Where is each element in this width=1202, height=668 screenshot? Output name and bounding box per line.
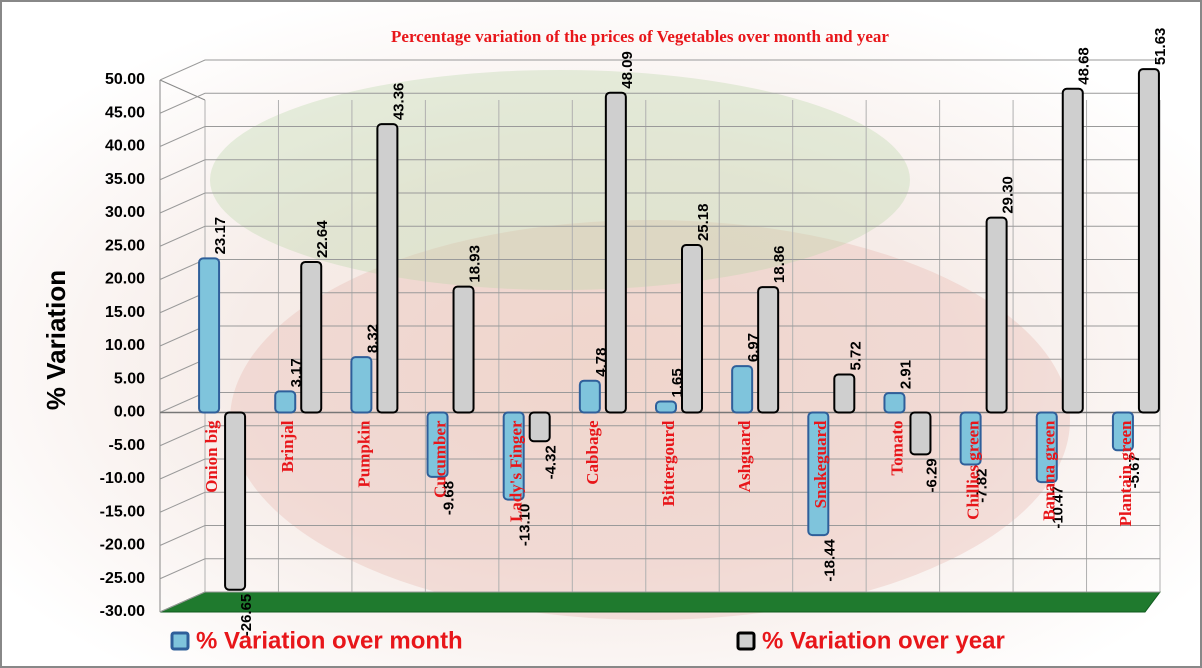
x-tick-label: Pumpkin (354, 420, 373, 488)
grid-line (159, 425, 1160, 447)
x-tick-label: Lady's Finger (507, 420, 526, 522)
bar (883, 392, 906, 414)
y-tick-label: 50.00 (105, 71, 145, 88)
bar (578, 379, 601, 414)
bar (604, 91, 627, 414)
grid-line (159, 225, 1160, 247)
y-tick-label: 30.00 (105, 204, 145, 221)
grid-line (159, 159, 1160, 181)
bar (528, 411, 551, 443)
bar (655, 400, 677, 414)
x-tick-label: Tomato (887, 421, 906, 476)
x-tick-label: Snakeguard (811, 420, 830, 508)
bar (376, 123, 399, 414)
x-tick-label: Brinjal (278, 420, 297, 472)
y-tick-label: 10.00 (105, 337, 145, 354)
grid-line (159, 491, 1160, 513)
value-label: 25.18 (695, 204, 712, 242)
y-tick-label: -10.00 (100, 470, 145, 487)
legend-label: % Variation over month (196, 627, 463, 654)
bar (274, 390, 297, 414)
floor (159, 591, 1161, 613)
value-label: 2.91 (897, 360, 914, 389)
grid-line (159, 192, 1160, 214)
value-label: 18.86 (771, 246, 788, 284)
bar (1061, 87, 1084, 414)
value-label: 48.09 (619, 51, 636, 89)
value-label: -18.44 (821, 538, 838, 581)
bar (681, 244, 703, 414)
value-label: 43.36 (390, 83, 407, 121)
x-tick-label: Cucumber (430, 420, 449, 498)
x-tick-label: Chillies green (964, 420, 983, 520)
y-tick-label: -30.00 (100, 603, 145, 620)
bar (985, 216, 1008, 414)
legend-label: % Variation over year (762, 627, 1005, 654)
bar (959, 411, 982, 466)
x-tick-label: Ashguard (735, 420, 754, 492)
y-tick-label: 5.00 (114, 370, 145, 387)
grid-line (159, 59, 1160, 81)
value-label: -9.68 (441, 481, 458, 515)
bar (426, 411, 449, 478)
value-label: 18.93 (467, 245, 484, 283)
value-label: 23.17 (212, 217, 229, 255)
y-tick-label: 20.00 (105, 271, 145, 288)
grid-line (159, 458, 1160, 480)
y-tick-label: -15.00 (100, 503, 145, 520)
y-tick-label: 45.00 (105, 104, 145, 121)
bar (452, 285, 475, 414)
y-tick-label: -25.00 (100, 570, 145, 587)
grid-line (159, 525, 1160, 546)
y-tick-label: 15.00 (105, 304, 145, 321)
grid-line (159, 591, 1160, 613)
value-label: 51.63 (1152, 28, 1169, 66)
y-tick-label: 35.00 (105, 171, 145, 188)
x-tick-label: Plantain green (1116, 420, 1135, 526)
bar (198, 257, 221, 414)
bar (757, 286, 780, 414)
grid-line (159, 558, 1160, 580)
value-label: 29.30 (1000, 176, 1017, 214)
bar (1137, 68, 1160, 414)
x-tick-label: Cabbage (583, 420, 602, 485)
value-label: -4.32 (543, 445, 560, 479)
value-label: 5.72 (847, 341, 864, 370)
value-label: 22.64 (314, 220, 331, 258)
bar (350, 356, 373, 414)
y-tick-label: -20.00 (100, 537, 145, 554)
value-label: -5.67 (1126, 454, 1143, 488)
grid-line (159, 126, 1160, 147)
bar (909, 411, 932, 456)
bar (1111, 411, 1134, 452)
y-tick-label: 25.00 (105, 237, 145, 254)
x-tick-label: Banana green (1040, 420, 1059, 521)
x-tick-label: Onion big (202, 420, 221, 493)
value-label: -7.82 (974, 469, 991, 503)
x-tick-label: Bittergourd (659, 420, 678, 506)
y-tick-label: -5.00 (109, 437, 146, 454)
legend-swatch (170, 631, 190, 651)
y-tick-label: 40.00 (105, 138, 145, 155)
bar (224, 411, 247, 591)
value-label: -13.10 (517, 504, 534, 547)
bar (833, 373, 856, 414)
bar (807, 411, 830, 537)
y-axis-title: % Variation (41, 270, 71, 410)
value-label: -26.65 (238, 594, 255, 637)
background-image (230, 220, 1070, 620)
grid-line (159, 92, 1160, 114)
bar (731, 365, 754, 414)
bar (1035, 411, 1058, 484)
bar (300, 260, 323, 414)
bar (502, 411, 525, 501)
value-label: -10.47 (1050, 486, 1067, 529)
y-tick-label: 0.00 (114, 404, 145, 421)
value-label: 48.68 (1076, 47, 1093, 85)
value-label: -6.29 (923, 458, 940, 492)
legend-swatch (736, 631, 756, 651)
chart-title: Percentage variation of the prices of Ve… (391, 27, 889, 46)
